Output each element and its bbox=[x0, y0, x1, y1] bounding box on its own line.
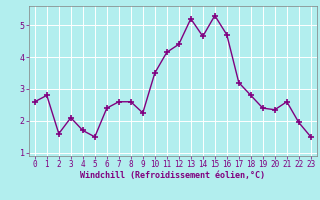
X-axis label: Windchill (Refroidissement éolien,°C): Windchill (Refroidissement éolien,°C) bbox=[80, 171, 265, 180]
